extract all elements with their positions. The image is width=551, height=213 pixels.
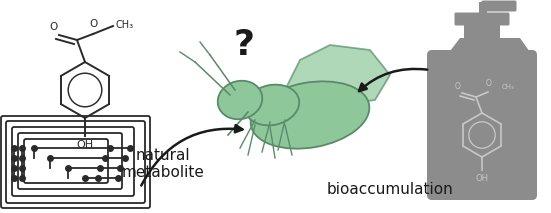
Text: CH₃: CH₃ — [502, 84, 515, 90]
Ellipse shape — [245, 85, 299, 125]
Text: O: O — [50, 22, 58, 32]
FancyBboxPatch shape — [464, 18, 500, 44]
Ellipse shape — [251, 81, 369, 149]
Text: O: O — [486, 79, 492, 88]
Text: natural
metabolite: natural metabolite — [122, 148, 204, 180]
Text: OH: OH — [77, 140, 94, 150]
FancyBboxPatch shape — [482, 0, 516, 12]
Text: ?: ? — [234, 28, 255, 62]
Text: CH₃: CH₃ — [115, 20, 133, 30]
Text: bioaccumulation: bioaccumulation — [327, 182, 453, 197]
Text: OH: OH — [476, 174, 489, 183]
Polygon shape — [447, 38, 532, 55]
FancyBboxPatch shape — [455, 13, 510, 26]
Text: O: O — [455, 82, 461, 91]
Polygon shape — [285, 45, 390, 105]
Ellipse shape — [218, 81, 262, 119]
FancyBboxPatch shape — [1, 116, 150, 208]
Bar — [479, 2, 487, 17]
FancyBboxPatch shape — [427, 50, 537, 200]
Text: O: O — [90, 19, 98, 29]
